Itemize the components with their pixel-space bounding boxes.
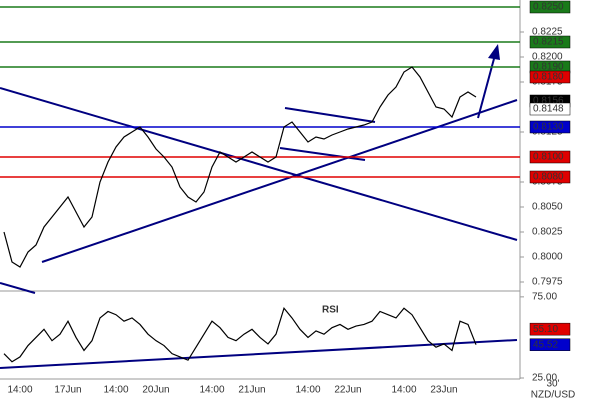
x-tick-label: 14:00 (103, 385, 128, 396)
price-box-label: 0.8180 (533, 72, 564, 83)
x-tick-label: 14:00 (391, 385, 416, 396)
x-tick-label: 23Jun (430, 385, 457, 396)
price-box (529, 150, 571, 164)
x-tick-label: 14:00 (295, 385, 320, 396)
trendline (284, 107, 376, 123)
price-box (529, 70, 571, 84)
price-box-label: 0.8250 (533, 2, 564, 13)
price-box-label: 55.10 (533, 324, 558, 335)
y-tick-label: 0.7975 (532, 277, 563, 288)
x-tick-label: 14:00 (199, 385, 224, 396)
rsi-title: RSI (322, 305, 339, 316)
y-tick-label: 0.8200 (532, 52, 563, 63)
price-box-label: 0.8190 (533, 62, 564, 73)
symbol: NZD/USD (531, 390, 575, 400)
price-line (3, 306, 477, 363)
x-tick-label: 20Jun (142, 385, 169, 396)
x-tick-label: 21Jun (238, 385, 265, 396)
trendline (0, 87, 518, 241)
y-tick-label: 0.8025 (532, 227, 563, 238)
trendline (279, 147, 366, 161)
x-tick-label: 17Jun (54, 385, 81, 396)
price-line (3, 66, 477, 268)
price-box-label: 0.8215 (533, 37, 564, 48)
price-box-label: 0.8080 (533, 172, 564, 183)
price-box-label: 45.52 (533, 339, 558, 350)
price-box (529, 102, 571, 116)
x-tick-label: 14:00 (7, 385, 32, 396)
y-tick-label: 25.00 (532, 373, 557, 384)
arrow-head (488, 44, 500, 60)
price-box (529, 35, 571, 49)
forecast-arrow (477, 54, 496, 119)
y-tick-label: 0.8050 (532, 202, 563, 213)
price-box (529, 338, 571, 351)
y-tick-label: 75.00 (532, 292, 557, 303)
price-box (529, 322, 571, 336)
price-box-label: 0.8148 (533, 104, 564, 115)
timeframe: 30' (546, 379, 559, 390)
rsi-trendline (0, 339, 518, 369)
price-box-label: 0.8156 (533, 96, 564, 107)
price-box (529, 0, 571, 14)
price-box-label: 0.8100 (533, 152, 564, 163)
price-box (529, 170, 571, 184)
y-tick-label: 0.8000 (532, 252, 563, 263)
x-tick-label: 22Jun (334, 385, 361, 396)
trendline (0, 282, 36, 294)
y-tick-label: 0.8225 (532, 27, 563, 38)
price-box (529, 120, 571, 134)
price-box-label: 0.8130 (533, 122, 564, 133)
